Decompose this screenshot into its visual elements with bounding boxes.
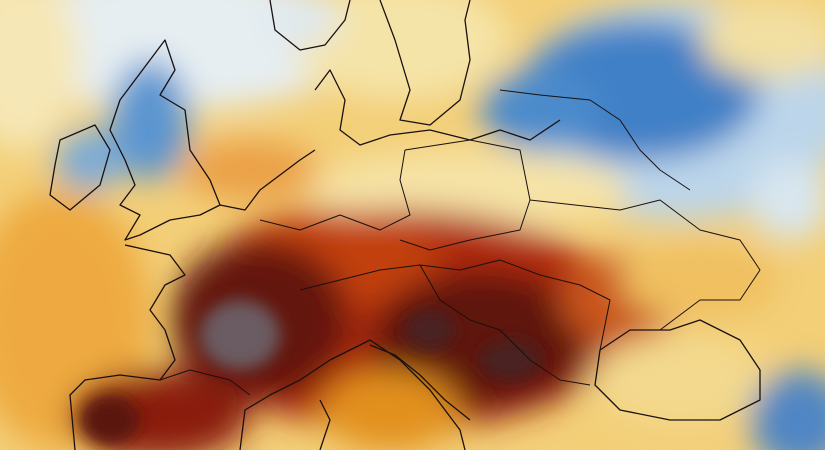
coastline	[369, 344, 471, 421]
border	[259, 149, 411, 231]
coastline	[269, 0, 351, 51]
cold-area	[750, 370, 825, 450]
border	[299, 259, 611, 351]
border	[399, 139, 531, 251]
mild-area	[590, 335, 770, 425]
hot-spots	[80, 300, 540, 445]
coastline	[109, 39, 221, 241]
extreme-area	[405, 310, 455, 350]
mild-area	[310, 150, 630, 230]
coastline	[239, 339, 466, 450]
mild-area	[700, 0, 825, 80]
cold-area	[110, 60, 190, 180]
warm-area	[320, 370, 460, 450]
borders	[159, 89, 761, 396]
coastline	[319, 399, 331, 450]
coastline	[219, 149, 316, 211]
coastline	[379, 0, 471, 126]
cool-area	[750, 160, 825, 240]
coastline	[314, 69, 561, 146]
warm-area	[180, 140, 320, 200]
mild-area	[0, 0, 80, 150]
coastline	[69, 244, 186, 450]
border	[419, 264, 591, 386]
coastline	[49, 124, 111, 211]
very-hot-area	[370, 270, 590, 410]
coastlines	[49, 0, 761, 450]
extreme-area	[80, 395, 140, 445]
cold-area	[480, 70, 600, 150]
mild-area	[290, 0, 510, 100]
extreme-area	[480, 340, 540, 380]
border	[499, 89, 691, 191]
extreme-area	[200, 300, 280, 370]
coastline	[594, 319, 761, 421]
border	[529, 199, 761, 331]
border	[159, 369, 251, 396]
warm-area	[620, 240, 780, 320]
